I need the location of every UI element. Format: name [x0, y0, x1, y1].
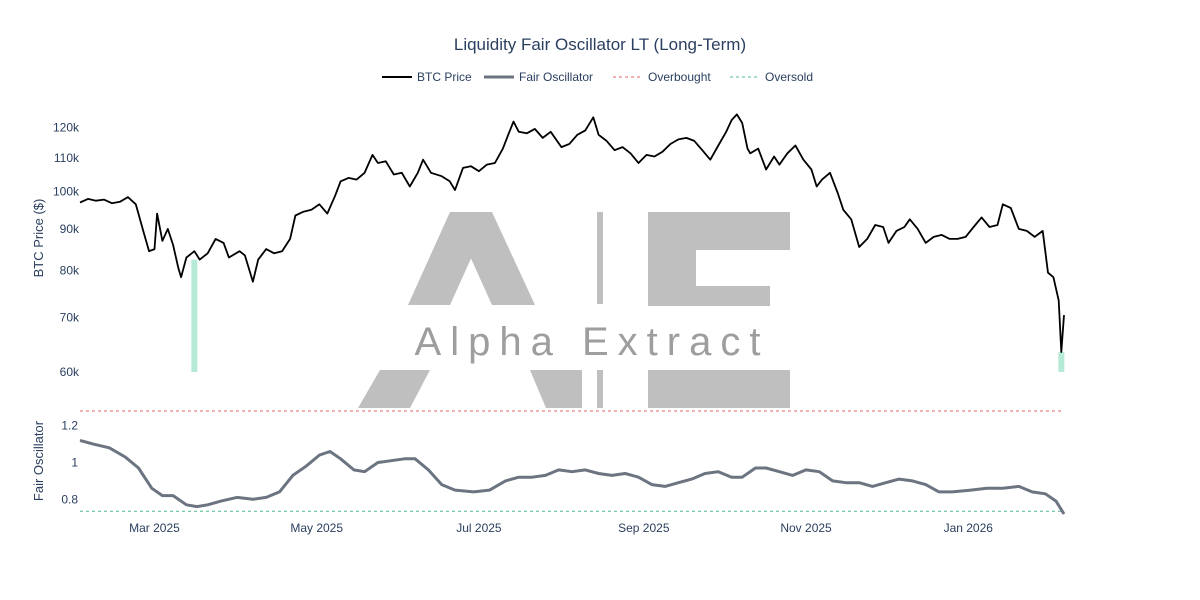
- x-tick-label: Jul 2025: [456, 521, 502, 535]
- price-y-tick-label: 120k: [53, 120, 80, 134]
- oscillator-y-tick-label: 0.8: [61, 492, 78, 506]
- watermark-a-right-stroke: [450, 212, 535, 305]
- legend: BTC Price Fair Oscillator Overbought Ove…: [382, 70, 813, 84]
- watermark-logo: Alpha Extract: [358, 212, 790, 408]
- watermark-e-middle: [648, 286, 770, 306]
- legend-item-fair-oscillator[interactable]: Fair Oscillator: [484, 70, 593, 84]
- legend-label-oversold: Oversold: [765, 70, 813, 84]
- oversold-markers: [191, 259, 1065, 372]
- legend-item-oversold[interactable]: Oversold: [730, 70, 813, 84]
- oscillator-y-ticks: 0.8 1 1.2: [61, 419, 78, 507]
- legend-item-btc-price[interactable]: BTC Price: [382, 70, 472, 84]
- chart-title: Liquidity Fair Oscillator LT (Long-Term): [454, 35, 746, 54]
- oscillator-panel: 0.8 1 1.2 Fair Oscillator: [31, 419, 1066, 515]
- price-y-ticks: 60k 70k 80k 90k 100k 110k 120k: [53, 120, 80, 379]
- watermark-divider-lower: [597, 370, 603, 408]
- oscillator-y-axis-title: Fair Oscillator: [31, 420, 46, 501]
- series-line-fair-oscillator: [79, 438, 1066, 515]
- x-tick-label: Nov 2025: [780, 521, 832, 535]
- watermark-a-foot-right: [530, 370, 582, 408]
- oscillator-y-tick-label: 1.2: [61, 419, 78, 433]
- watermark-e-top: [648, 212, 790, 250]
- price-y-tick-label: 60k: [60, 365, 80, 379]
- x-tick-label: Mar 2025: [129, 521, 180, 535]
- watermark-divider: [597, 212, 603, 304]
- watermark-e-bottom: [648, 370, 790, 408]
- price-y-tick-label: 110k: [54, 151, 80, 165]
- price-panel: 60k 70k 80k 90k 100k 110k 120k BTC Price ($): [31, 113, 1065, 379]
- price-y-tick-label: 80k: [60, 263, 80, 277]
- legend-label-btc-price: BTC Price: [417, 70, 472, 84]
- legend-item-overbought[interactable]: Overbought: [613, 70, 711, 84]
- price-y-tick-label: 70k: [60, 311, 80, 325]
- watermark-text: Alpha Extract: [415, 320, 770, 364]
- price-y-tick-label: 90k: [60, 222, 80, 236]
- watermark-a-foot: [358, 370, 430, 408]
- price-y-tick-label: 100k: [53, 185, 80, 199]
- price-y-axis-title: BTC Price ($): [31, 199, 46, 278]
- series-line-btc-price: [79, 113, 1065, 353]
- oversold-marker: [1058, 351, 1065, 372]
- legend-label-overbought: Overbought: [648, 70, 711, 84]
- oscillator-y-tick-label: 1: [71, 456, 78, 470]
- x-tick-label: Sep 2025: [618, 521, 670, 535]
- x-axis-ticks: Mar 2025 May 2025 Jul 2025 Sep 2025 Nov 2025…: [129, 521, 993, 535]
- legend-label-fair-oscillator: Fair Oscillator: [519, 70, 593, 84]
- x-tick-label: May 2025: [290, 521, 343, 535]
- oversold-marker: [191, 259, 198, 372]
- x-tick-label: Jan 2026: [944, 521, 994, 535]
